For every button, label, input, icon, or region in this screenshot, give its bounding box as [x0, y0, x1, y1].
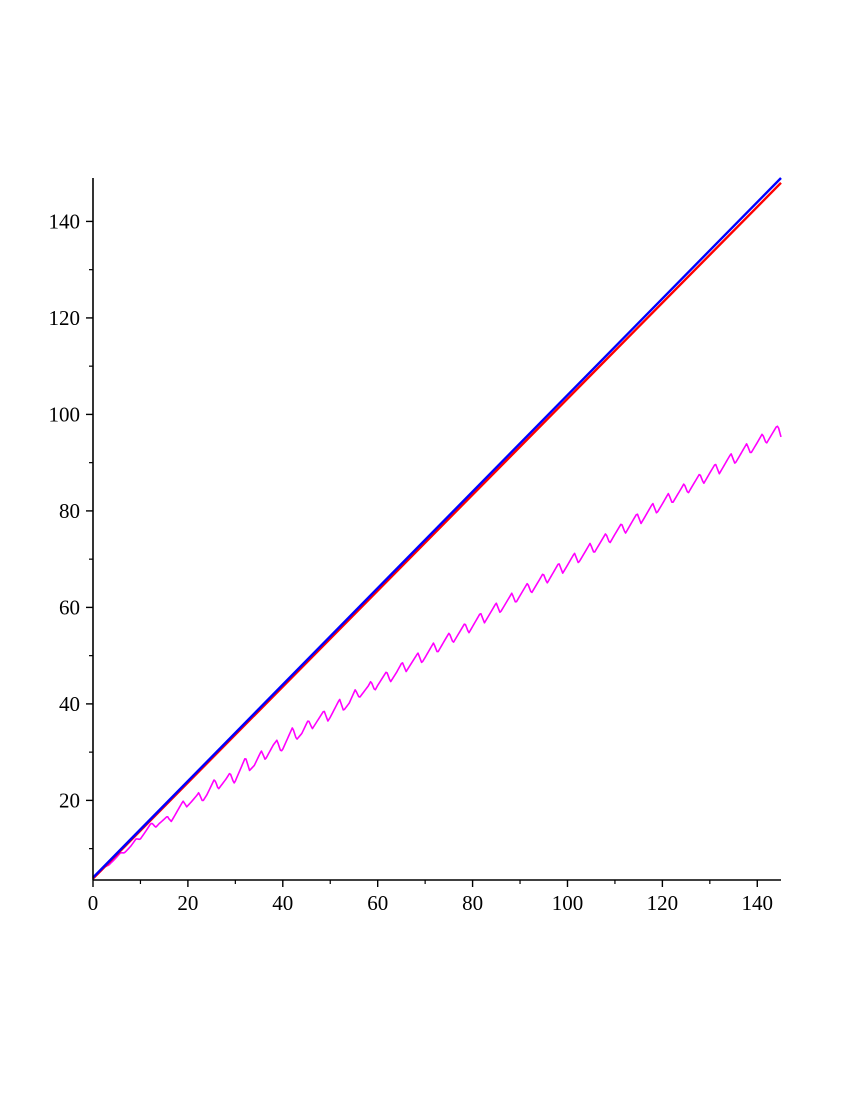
x-tick-label: 120	[647, 891, 679, 915]
x-tick-label: 100	[552, 891, 584, 915]
series-layer	[92, 177, 782, 880]
y-tick-label: 140	[49, 209, 81, 233]
y-tick-label: 20	[59, 788, 80, 812]
x-tick-label: 60	[367, 891, 388, 915]
y-tick-label: 40	[59, 692, 80, 716]
y-tick-label: 60	[59, 595, 80, 619]
x-tick-label: 140	[742, 891, 774, 915]
x-tick-label: 20	[177, 891, 198, 915]
axes-layer	[92, 178, 781, 881]
x-tick-label: 0	[88, 891, 99, 915]
y-tick-label: 80	[59, 499, 80, 523]
x-tick-label: 80	[462, 891, 483, 915]
ticks-layer: 0 20 40 60 80 100 120 140 20 40 60 80 100 120 140	[49, 209, 774, 915]
y-tick-label: 120	[49, 306, 81, 330]
y-tick-label: 100	[49, 402, 81, 426]
blue-line-series	[92, 177, 782, 879]
magenta-line-series	[92, 425, 782, 880]
x-tick-label: 40	[272, 891, 293, 915]
